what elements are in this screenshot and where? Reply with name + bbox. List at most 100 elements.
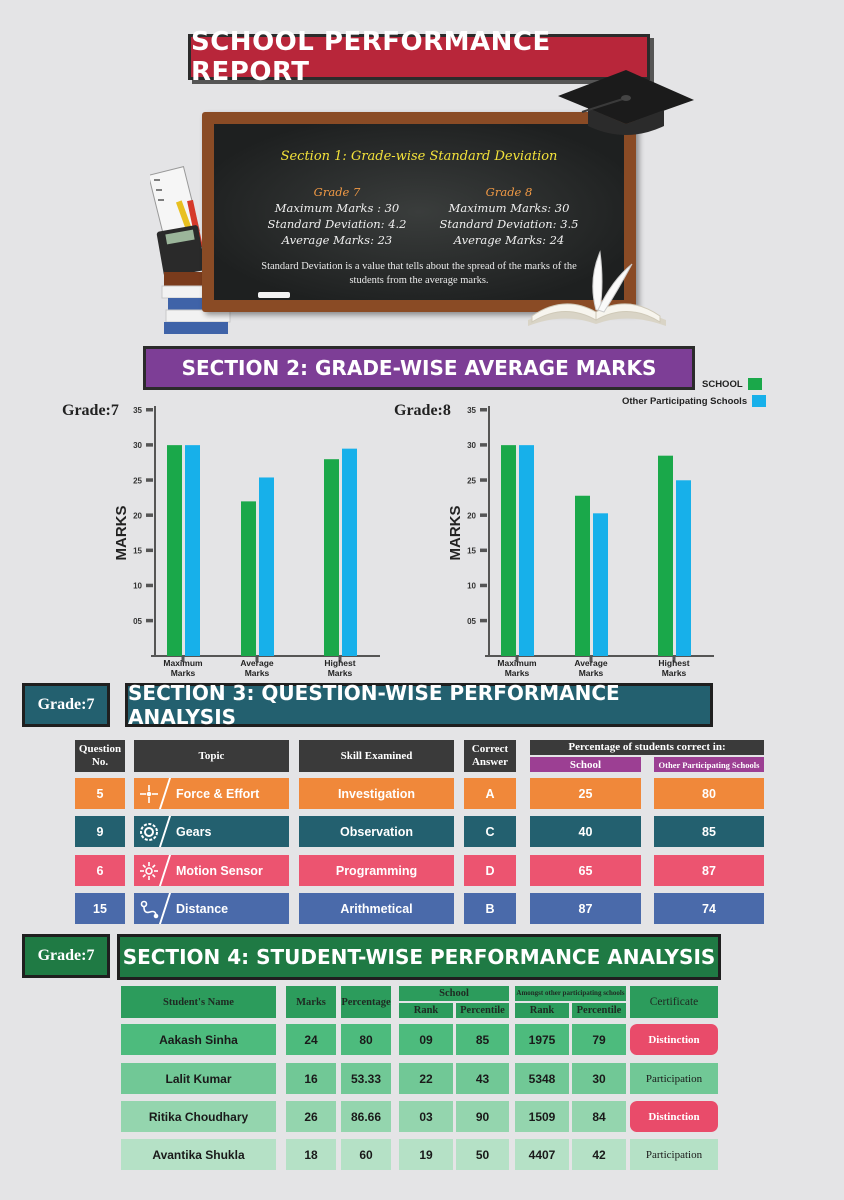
section1-heading: Section 1: Grade-wise Standard Deviation [280, 149, 558, 164]
student-marks: 26 [286, 1101, 336, 1132]
grade7-stats: Grade 7 Maximum Marks : 30 Standard Devi… [252, 184, 422, 248]
x-tick-label: Average [240, 658, 274, 668]
section4-header: SECTION 4: STUDENT-WISE PERFORMANCE ANAL… [117, 934, 721, 980]
col-header-correct-answer: Correct Answer [464, 740, 516, 772]
student-name: Avantika Shukla [121, 1139, 276, 1170]
x-tick-label: Maximum [497, 658, 537, 668]
certificate-badge: Distinction [630, 1024, 718, 1055]
school-rank: 19 [399, 1139, 453, 1170]
y-tick-mark [146, 478, 153, 482]
section4-grade-badge: Grade:7 [22, 934, 110, 978]
topic-label: Gears [176, 824, 212, 839]
legend-school-swatch [747, 378, 762, 390]
col-header-skill: Skill Examined [299, 740, 454, 772]
school-pct-cell: 40 [530, 816, 641, 847]
topic-cell: Gears [134, 816, 289, 847]
y-tick-mark [480, 478, 487, 482]
student-name: Aakash Sinha [121, 1024, 276, 1055]
x-tick-label: Marks [579, 668, 604, 678]
x-tick-label: Highest [324, 658, 355, 668]
y-tick-label: 20 [133, 511, 142, 520]
chart2-grade-label: Grade:8 [394, 402, 451, 419]
y-tick-mark [146, 513, 153, 517]
col-header-certificate: Certificate [630, 986, 718, 1018]
graduation-cap-icon [558, 70, 694, 135]
topic-label: Force & Effort [176, 786, 260, 801]
others-percentile: 42 [572, 1139, 626, 1170]
school-pct-cell: 87 [530, 893, 641, 924]
school-percentile: 90 [456, 1101, 509, 1132]
grade8-max: Maximum Marks: 30 [448, 201, 570, 215]
grade8-bar-chart: MARKS05101520253035MaximumMarksAverageMa… [447, 406, 714, 678]
school-pct-cell: 65 [530, 855, 641, 886]
others-rank: 1509 [515, 1101, 569, 1132]
student-marks: 24 [286, 1024, 336, 1055]
others-percentile: 79 [572, 1024, 626, 1055]
col-header-answer-line1: Correct [471, 743, 509, 755]
bar-school [575, 495, 590, 656]
bar-school [241, 501, 256, 656]
grade8-sd: Standard Deviation: 3.5 [439, 217, 579, 231]
others-rank: 4407 [515, 1139, 569, 1170]
y-tick-mark [146, 443, 153, 447]
col-header-others-percentile: Percentile [572, 1003, 626, 1018]
force-icon [136, 778, 162, 809]
skill-cell: Investigation [299, 778, 454, 809]
bar-school [167, 445, 182, 656]
school-percentile: 50 [456, 1139, 509, 1170]
bar-others [676, 480, 691, 656]
topic-cell: Motion Sensor [134, 855, 289, 886]
y-tick-label: 35 [133, 406, 142, 415]
legend-others-label: Other Participating Schools [622, 395, 748, 407]
x-tick-label: Average [574, 658, 608, 668]
col-header-others-s4: Amongst other participating schools [515, 986, 626, 1001]
certificate-badge: Participation [630, 1139, 718, 1170]
col-header-percentage-s4: Percentage [341, 986, 391, 1018]
legend-school: SCHOOL [702, 378, 762, 390]
others-percentile: 84 [572, 1101, 626, 1132]
student-name: Lalit Kumar [121, 1063, 276, 1094]
y-tick-label: 15 [133, 547, 142, 556]
x-tick-mark [672, 656, 676, 662]
x-tick-label: Maximum [163, 658, 203, 668]
question-number: 9 [75, 816, 125, 847]
col-header-answer-line2: Answer [471, 756, 509, 768]
certificate-badge: Participation [630, 1063, 718, 1094]
col-header-others-rank: Rank [515, 1003, 569, 1018]
x-tick-label: Marks [328, 668, 353, 678]
student-marks: 16 [286, 1063, 336, 1094]
others-rank: 1975 [515, 1024, 569, 1055]
y-tick-label: 30 [467, 441, 476, 450]
chalkboard: Section 1: Grade-wise Standard Deviation… [202, 112, 636, 312]
student-percentage: 60 [341, 1139, 391, 1170]
answer-cell: C [464, 816, 516, 847]
y-tick-mark [146, 408, 153, 412]
school-rank: 03 [399, 1101, 453, 1132]
bar-school [501, 445, 516, 656]
chalk-icon [258, 292, 290, 298]
y-tick-mark [480, 583, 487, 588]
answer-cell: D [464, 855, 516, 886]
x-tick-label: Marks [171, 668, 196, 678]
gear-icon [136, 816, 162, 847]
sd-explanation: Standard Deviation is a value that tells… [261, 261, 577, 286]
student-name: Ritika Choudhary [121, 1101, 276, 1132]
grade7-sd: Standard Deviation: 4.2 [267, 217, 407, 231]
y-tick-label: 15 [467, 547, 476, 556]
skill-cell: Observation [299, 816, 454, 847]
y-tick-label: 10 [467, 582, 476, 591]
school-rank: 22 [399, 1063, 453, 1094]
y-tick-label: 25 [133, 476, 142, 485]
topic-cell: Force & Effort [134, 778, 289, 809]
certificate-badge: Distinction [630, 1101, 718, 1132]
answer-cell: A [464, 778, 516, 809]
col-header-school-s4: School [399, 986, 509, 1001]
student-percentage: 80 [341, 1024, 391, 1055]
x-tick-mark [515, 656, 519, 662]
col-header-question-line2: No. [91, 756, 109, 768]
others-rank: 5348 [515, 1063, 569, 1094]
x-tick-label: Marks [505, 668, 530, 678]
col-header-question-line1: Question [78, 743, 122, 755]
bar-others [342, 448, 357, 656]
student-percentage: 53.33 [341, 1063, 391, 1094]
